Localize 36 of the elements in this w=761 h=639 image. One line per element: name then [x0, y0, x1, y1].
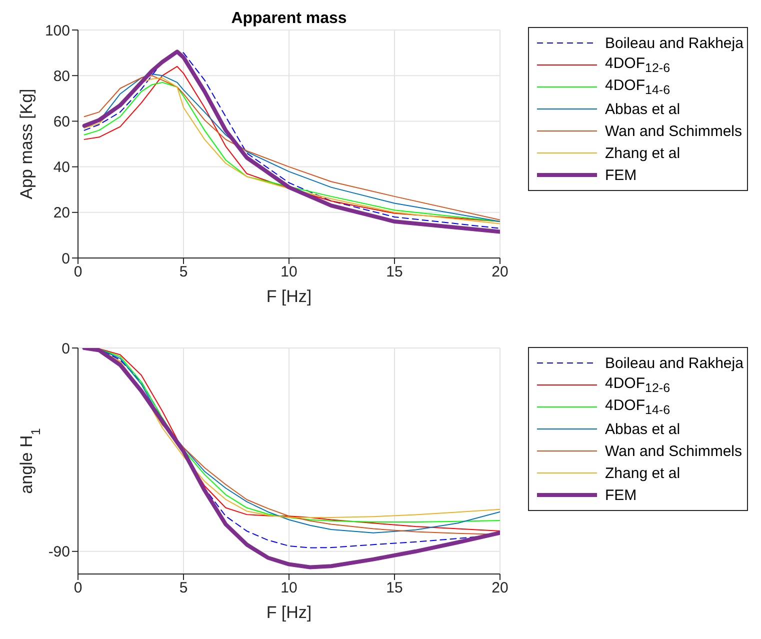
x-tick-label: 5: [179, 264, 188, 281]
x-tick-label: 0: [74, 580, 82, 597]
legend-label: FEM: [605, 166, 637, 184]
y-tick-label: 20: [53, 204, 70, 222]
x-tick-label: 5: [179, 580, 188, 597]
y-tick-label: 40: [53, 159, 70, 176]
legend-label: Boileau and Rakheja: [605, 354, 744, 372]
y-tick-label: 80: [53, 68, 70, 85]
chart-title: Apparent mass: [230, 10, 348, 28]
x-tick-label: 10: [280, 580, 298, 597]
x-tick-label: 15: [386, 264, 403, 281]
x-tick-label: 20: [492, 264, 508, 281]
x-tick-label: 15: [386, 580, 403, 597]
x-axis-title: F [Hz]: [266, 287, 312, 306]
legend-label: 4DOF$_{14-6}$: [605, 77, 670, 97]
y-tick-label: 0: [62, 340, 70, 358]
legend-label: 4DOF$_{12-6}$: [605, 375, 670, 395]
x-tick-label: 0: [74, 264, 82, 281]
y-tick-label: 100: [44, 22, 70, 40]
x-axis-title: F [Hz]: [266, 603, 312, 622]
legend-label: Zhang et al: [605, 464, 680, 482]
y-tick-label: -90: [48, 544, 70, 561]
legend-label: FEM: [605, 486, 637, 504]
y-tick-label: 0: [62, 250, 70, 268]
legend-label: Abbas et al: [605, 100, 680, 118]
legend-label: Wan and Schimmels: [605, 122, 742, 140]
x-tick-label: 20: [492, 580, 508, 597]
y-axis-title: App mass [Kg]: [17, 88, 36, 200]
legend-label: 4DOF$_{14-6}$: [605, 397, 670, 417]
legend-label: Zhang et al: [605, 144, 680, 162]
legend-label: 4DOF$_{12-6}$: [605, 55, 670, 75]
legend-label: Boileau and Rakheja: [605, 34, 744, 52]
x-tick-label: 10: [280, 264, 298, 281]
legend-label: Abbas et al: [605, 420, 680, 438]
y-tick-label: 60: [53, 114, 70, 131]
legend-label: Wan and Schimmels: [605, 442, 742, 460]
